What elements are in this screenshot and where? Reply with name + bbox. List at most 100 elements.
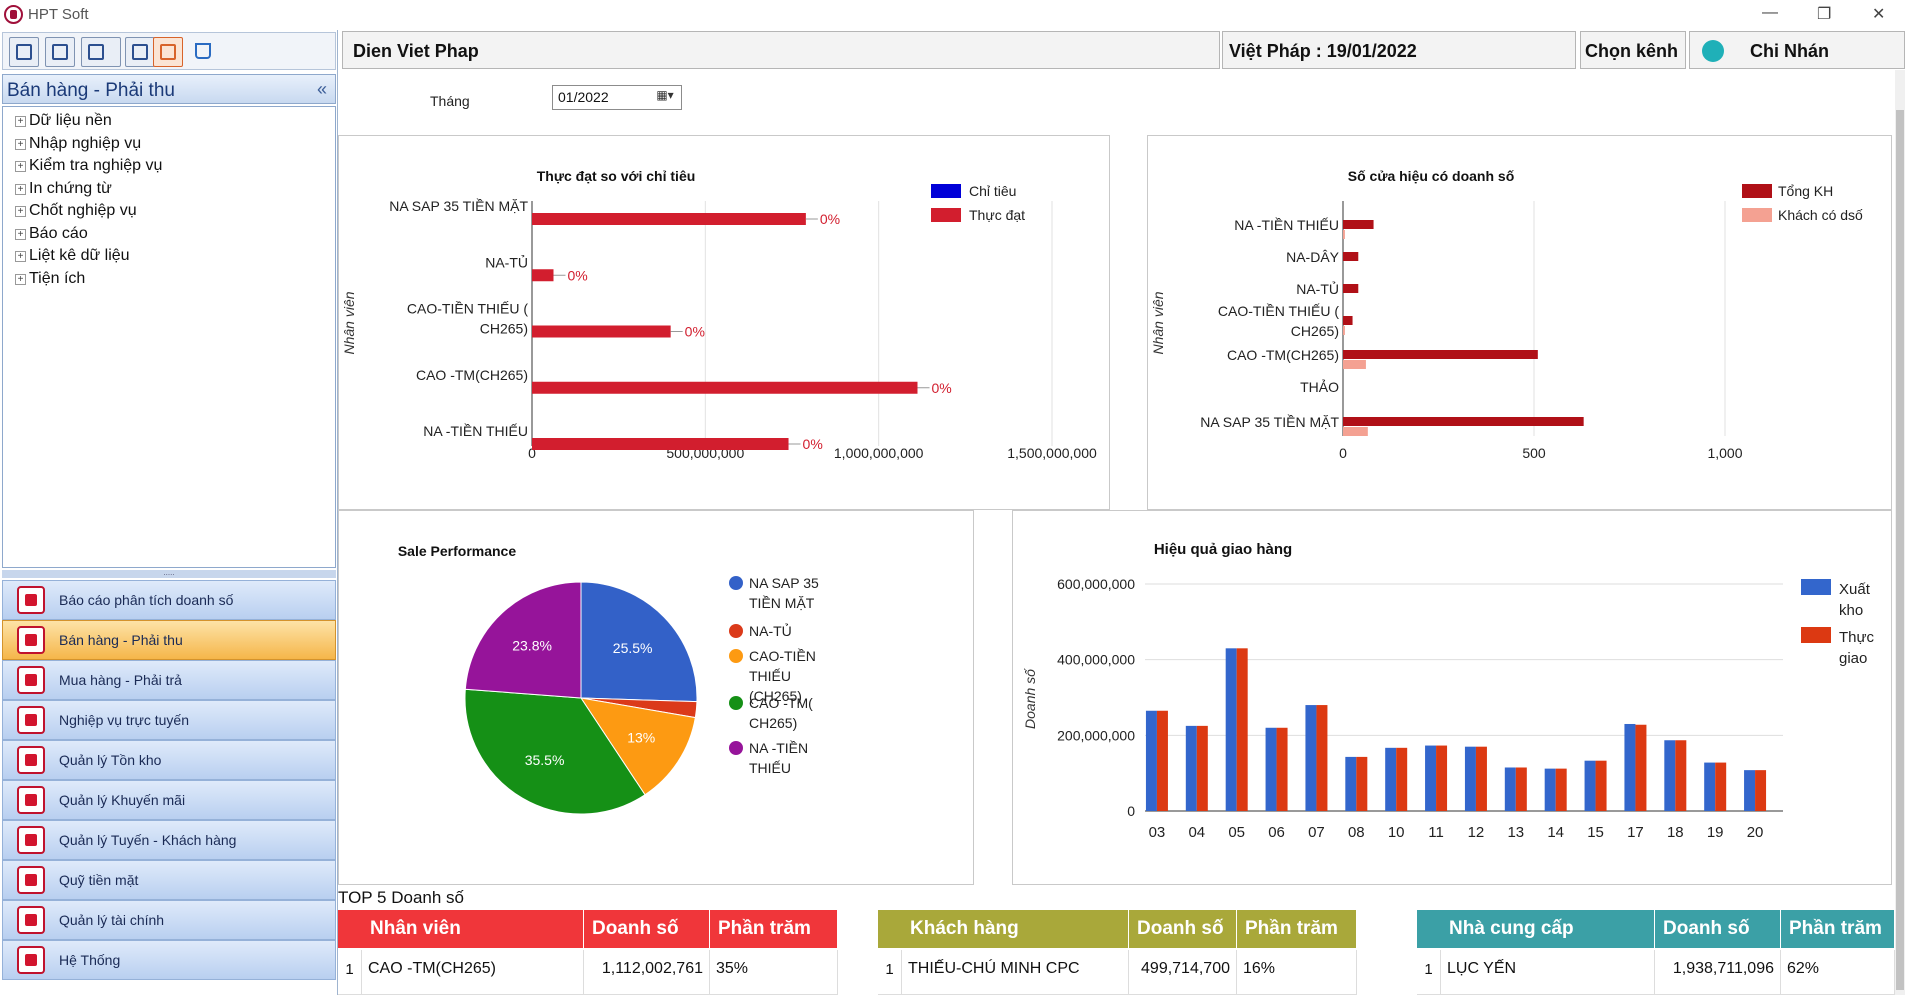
nav-quan-ly-tai-chinh[interactable]: Quản lý tài chính [2,900,336,940]
legend-swatch [1742,208,1772,222]
branch-box[interactable]: Chi Nhán [1689,31,1905,69]
col-header[interactable]: Khách hàng [902,910,1129,948]
expand-icon[interactable]: + [15,161,26,172]
legend-label: Xuất kho [1839,581,1871,619]
y-tick-label: CAO -TM(CH265) [1227,347,1339,363]
collapse-icon[interactable]: « [316,79,327,99]
bar-xuat-kho [1504,767,1516,811]
online-icon [17,706,45,734]
bar-xuat-kho [1345,756,1357,811]
legend-label: Thực giao [1839,629,1875,667]
legend-swatch [1801,627,1831,643]
y-tick-label: NA -TIỀN THIẾU [1234,217,1339,233]
month-picker[interactable]: 01/2022 ▦▾ [552,85,682,110]
pie-slice [579,697,696,796]
bar-thuc-giao [1196,725,1208,811]
row-number: 1 [878,950,902,995]
nav-quan-ly-tuyen[interactable]: Quản lý Tuyến - Khách hàng [2,820,336,860]
nav-bao-cao-phan-tich[interactable]: Báo cáo phân tích doanh số [2,580,336,620]
col-header[interactable]: Doanh số [584,910,710,948]
expand-icon[interactable]: + [15,251,26,262]
tablet-icon[interactable] [125,37,155,67]
col-header[interactable]: Phần trăm [710,910,838,948]
expand-icon[interactable]: + [15,206,26,217]
chart-sale-performance-svg: Sale Performance 25.5% 13% 35.5% 23.8% NA SAP… [398,543,819,815]
finance-icon [17,906,45,934]
row-number: 1 [1417,950,1441,995]
cell-name[interactable]: CAO -TM(CH265) [362,950,584,995]
truck-icon[interactable] [81,37,121,67]
bar-thuc-giao [1356,756,1368,811]
month-label: Tháng [430,93,470,109]
x-tick-label: 0 [1339,445,1347,461]
restore-button[interactable]: ❐ [1817,6,1832,23]
tree-item-in-chung-tu[interactable]: + In chứng từ [15,180,112,198]
bar-thuc-giao [1755,770,1767,811]
expand-icon[interactable]: + [15,116,26,127]
bar-tong-kh [1343,350,1538,359]
minimize-button[interactable]: — [1762,4,1778,21]
nav-mua-hang-phai-tra[interactable]: Mua hàng - Phải trả [2,660,336,700]
col-header[interactable]: Doanh số [1129,910,1237,948]
close-button[interactable]: ✕ [1872,6,1886,23]
cart-icon[interactable] [189,37,219,67]
chart-stores-with-sales: Số cửa hiệu có doanh số Nhân viên 0 500 1,00… [1147,135,1892,510]
expand-icon[interactable]: + [15,139,26,150]
cell-sales[interactable]: 499,714,700 [1129,950,1237,995]
cell-sales[interactable]: 1,938,711,096 [1655,950,1781,995]
cell-sales[interactable]: 1,112,002,761 [584,950,710,995]
nav-he-thong[interactable]: Hệ Thống [2,940,336,980]
slice-label: 25.5% [613,640,653,656]
x-tick-label: 1,000,000,000 [834,445,924,461]
chart-title: Số cửa hiệu có doanh số [1348,168,1515,184]
cell-percent[interactable]: 35% [710,950,838,995]
splitter-grip[interactable]: ..... [2,569,336,578]
tree-item-tien-ich[interactable]: + Tiện ích [15,270,85,288]
bar-thuc-giao [1316,705,1328,811]
legend-label: Chỉ tiêu [969,183,1016,199]
x-tick-label: 1,500,000,000 [1007,445,1097,461]
nav-ban-hang-phai-thu[interactable]: Bán hàng - Phải thu [2,620,336,660]
col-header[interactable]: Nhà cung cấp [1441,910,1655,948]
calendar-dropdown-icon[interactable]: ▦▾ [656,88,674,102]
y-tick-label: CAO -TM(CH265) [416,367,528,383]
nav-quy-tien-mat[interactable]: Quỹ tiền mặt [2,860,336,900]
legend-marker [729,624,743,638]
col-header[interactable]: Nhân viên [362,910,584,948]
expand-icon[interactable]: + [15,184,26,195]
cell-percent[interactable]: 16% [1237,950,1357,995]
col-header[interactable]: Phần trăm [1781,910,1895,948]
expand-icon[interactable]: + [15,274,26,285]
nav-quan-ly-khuyen-mai[interactable]: Quản lý Khuyến mãi [2,780,336,820]
tree-item-chot-nghiep-vu[interactable]: + Chốt nghiệp vụ [15,202,137,220]
channel-button[interactable]: Chọn kênh [1580,31,1686,69]
printer-icon[interactable] [45,37,75,67]
tree-item-kiem-tra[interactable]: + Kiểm tra nghiệp vụ [15,157,162,175]
company-name: Dien Viet Phap [353,41,479,61]
nav-quan-ly-ton-kho[interactable]: Quản lý Tồn kho [2,740,336,780]
cell-name[interactable]: LỤC YẾN [1441,950,1655,995]
nav-nghiep-vu-truc-tuyen[interactable]: Nghiệp vụ trực tuyến [2,700,336,740]
tree-item-liet-ke[interactable]: + Liệt kê dữ liệu [15,247,130,265]
data-label: 0% [820,211,840,227]
legend-swatch [931,184,961,198]
checklist-icon[interactable] [9,37,39,67]
row-header-corner [1417,910,1441,948]
money-icon[interactable] [153,37,183,67]
legend-label: Thực đạt [969,207,1025,223]
bar-thuc-dat [532,213,806,225]
expand-icon[interactable]: + [15,229,26,240]
col-header[interactable]: Phần trăm [1237,910,1357,948]
y-tick-label: NA-TỦ [485,253,528,270]
tree-item-nhap-nghiep-vu[interactable]: + Nhập nghiệp vụ [15,135,141,153]
sidebar: Bán hàng - Phải thu « + Dữ liệu nền + Nhập… [0,30,338,995]
tree-item-du-lieu-nen[interactable]: + Dữ liệu nền [15,112,112,130]
col-header[interactable]: Doanh số [1655,910,1781,948]
scrollbar-thumb[interactable] [1896,110,1904,990]
vertical-scrollbar[interactable] [1895,70,1905,995]
tree-item-bao-cao[interactable]: + Báo cáo [15,225,88,243]
user-avatar-icon [1702,40,1724,62]
top5-customer-table: Khách hàng Doanh số Phần trăm 1 THIẾU-CH… [878,910,1378,995]
cell-percent[interactable]: 62% [1781,950,1895,995]
cell-name[interactable]: THIẾU-CHÚ MINH CPC [902,950,1129,995]
